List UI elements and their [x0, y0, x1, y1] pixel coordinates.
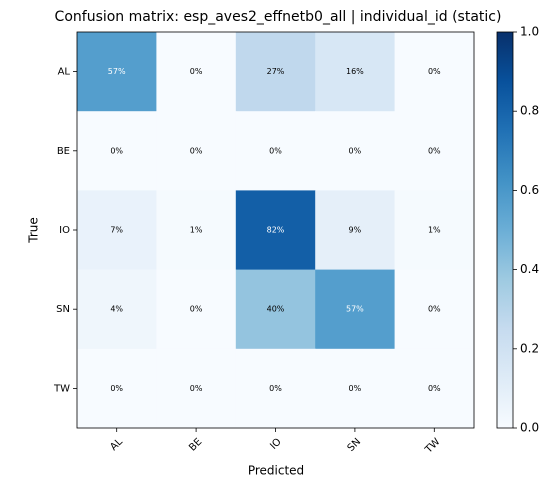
colorbar-tick-label: 1.0	[520, 25, 539, 39]
cell-label: 0%	[190, 305, 203, 314]
cell-label: 0%	[269, 384, 282, 393]
heatmap-cell	[77, 111, 157, 191]
cell-label: 0%	[349, 146, 362, 155]
x-axis-label: Predicted	[248, 464, 304, 478]
cell-label: 0%	[428, 146, 441, 155]
heatmap-cell	[394, 190, 475, 271]
colorbar-tick-label: 0.2	[520, 341, 539, 355]
cell-label: 1%	[190, 226, 203, 235]
cell-label: 4%	[110, 305, 123, 314]
heatmap-cell	[315, 269, 396, 350]
x-tick-label: SN	[346, 436, 364, 454]
heatmap-cell	[156, 269, 237, 350]
heatmap-cell	[156, 348, 237, 429]
y-axis-label: True	[27, 217, 41, 244]
y-tick-label: BE	[57, 146, 70, 157]
heatmap-cell	[235, 32, 316, 112]
heatmap-cell	[394, 269, 475, 350]
cell-label: 0%	[110, 146, 123, 155]
chart-title: Confusion matrix: esp_aves2_effnetb0_all…	[55, 9, 502, 25]
heatmap-cell	[156, 32, 237, 112]
cell-label: 40%	[267, 305, 285, 314]
cell-label: 0%	[190, 146, 203, 155]
colorbar	[496, 31, 514, 429]
cell-label: 0%	[190, 67, 203, 76]
heatmap-cell	[77, 269, 157, 350]
cell-label: 0%	[349, 384, 362, 393]
cell-label: 0%	[428, 384, 441, 393]
heatmap-cell	[235, 269, 316, 350]
heatmap-cell	[77, 32, 157, 112]
cell-label: 16%	[346, 67, 364, 76]
heatmap-cell	[394, 348, 475, 429]
cell-label: 57%	[108, 67, 126, 76]
x-tick-label: BE	[187, 436, 204, 453]
heatmap-cell	[235, 348, 316, 429]
y-tick-label: TW	[53, 383, 70, 394]
colorbar-tick-label: 0.4	[520, 262, 539, 276]
x-tick-label: AL	[108, 436, 125, 453]
heatmap-cell	[156, 111, 237, 191]
heatmap-cell	[315, 32, 396, 112]
heatmap-cell	[315, 348, 396, 429]
heatmap-cell	[77, 190, 157, 271]
heatmap-cell	[156, 190, 237, 271]
colorbar-tick-label: 0.8	[520, 104, 539, 118]
cell-label: 0%	[269, 146, 282, 155]
y-tick-label: IO	[59, 225, 70, 236]
cell-label: 0%	[110, 384, 123, 393]
y-tick-label: AL	[58, 67, 71, 78]
heatmap-cell	[77, 348, 157, 429]
cell-label: 82%	[267, 226, 285, 235]
cell-label: 1%	[428, 226, 441, 235]
cell-label: 57%	[346, 305, 364, 314]
heatmap-cell	[315, 111, 396, 191]
cell-label: 0%	[428, 305, 441, 314]
heatmap-cell	[315, 190, 396, 271]
cell-label: 7%	[110, 226, 123, 235]
y-tick-label: SN	[56, 304, 70, 315]
x-tick-label: IO	[268, 436, 284, 452]
heatmap-cell	[394, 32, 475, 112]
heatmap-cell	[235, 111, 316, 191]
colorbar-tick-label: 0.6	[520, 183, 539, 197]
cell-label: 27%	[267, 67, 285, 76]
cell-label: 9%	[349, 226, 362, 235]
cell-label: 0%	[428, 67, 441, 76]
cell-label: 0%	[190, 384, 203, 393]
heatmap-cell	[235, 190, 316, 271]
x-tick-label: TW	[423, 436, 443, 456]
heatmap-cell	[394, 111, 475, 191]
colorbar-tick-label: 0.0	[520, 421, 539, 435]
